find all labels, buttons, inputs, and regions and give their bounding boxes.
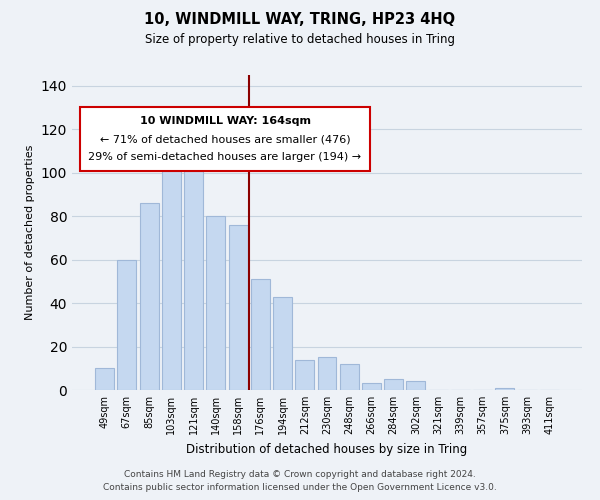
Bar xyxy=(406,382,425,390)
Text: Contains HM Land Registry data © Crown copyright and database right 2024.
Contai: Contains HM Land Registry data © Crown c… xyxy=(103,470,497,492)
Bar xyxy=(362,384,381,390)
Bar xyxy=(295,360,314,390)
Bar xyxy=(162,153,181,390)
Bar xyxy=(273,296,292,390)
X-axis label: Distribution of detached houses by size in Tring: Distribution of detached houses by size … xyxy=(187,442,467,456)
FancyBboxPatch shape xyxy=(80,106,370,171)
Y-axis label: Number of detached properties: Number of detached properties xyxy=(25,145,35,320)
Bar xyxy=(229,225,248,390)
Bar xyxy=(340,364,359,390)
Bar xyxy=(95,368,114,390)
Bar xyxy=(118,260,136,390)
Bar xyxy=(140,203,158,390)
Text: 10 WINDMILL WAY: 164sqm: 10 WINDMILL WAY: 164sqm xyxy=(140,116,311,126)
Bar xyxy=(184,160,203,390)
Bar xyxy=(496,388,514,390)
Bar xyxy=(384,379,403,390)
Bar xyxy=(206,216,225,390)
Bar xyxy=(317,358,337,390)
Text: ← 71% of detached houses are smaller (476): ← 71% of detached houses are smaller (47… xyxy=(100,135,350,145)
Text: Size of property relative to detached houses in Tring: Size of property relative to detached ho… xyxy=(145,32,455,46)
Bar xyxy=(251,279,270,390)
Text: 10, WINDMILL WAY, TRING, HP23 4HQ: 10, WINDMILL WAY, TRING, HP23 4HQ xyxy=(145,12,455,28)
Text: 29% of semi-detached houses are larger (194) →: 29% of semi-detached houses are larger (… xyxy=(88,152,362,162)
